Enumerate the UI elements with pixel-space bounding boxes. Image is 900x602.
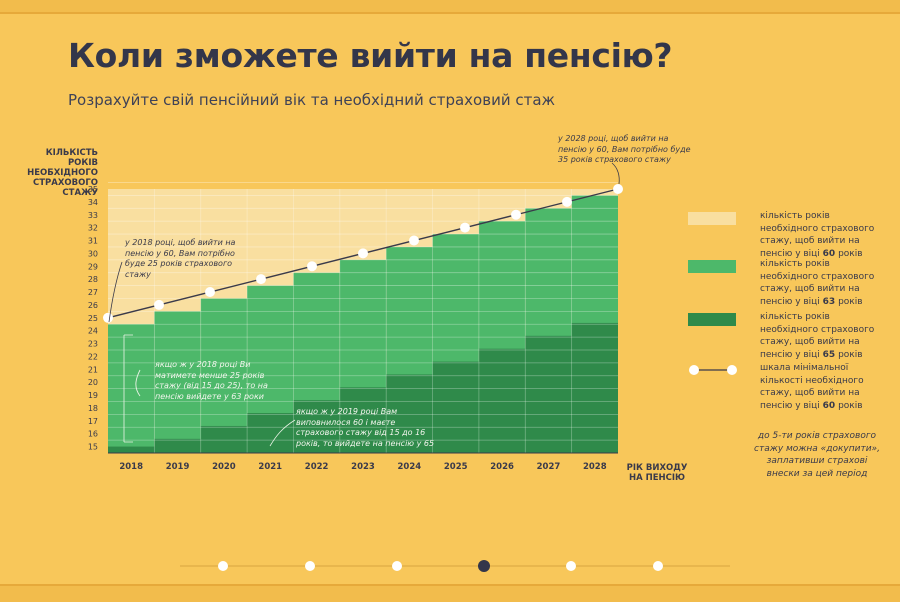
legend-text: кількість років необхідного страхового с… [760,259,875,307]
min-stake-point [256,274,266,285]
min-stake-point [205,287,215,298]
pager-dot[interactable] [218,561,228,571]
y-tick-label: 34 [88,198,98,207]
bar-65 [154,438,201,453]
min-stake-point [307,261,317,272]
min-stake-point [358,248,368,259]
y-tick-label: 18 [88,404,98,413]
pager-dot[interactable] [392,561,402,571]
bar-63 [108,324,155,453]
annotation-middle-bracket [123,334,133,443]
pager-dot[interactable] [653,561,663,571]
y-tick-label: 29 [88,262,98,271]
annotation-bottom: якщо ж у 2019 році Вам виповнилося 60 і … [296,407,435,448]
y-tick-label: 32 [88,224,98,233]
x-tick-label: 2027 [537,462,561,472]
x-tick-label: 2025 [444,462,468,472]
y-tick-label: 21 [88,365,98,374]
y-tick-label: 33 [88,211,98,220]
min-stake-point [154,299,164,310]
bar-65 [386,374,433,453]
annotation-middle-brace [135,369,141,397]
legend-note: до 5-ти років страхового стажу можна «до… [754,431,880,479]
legend-line-icon [689,365,737,375]
annotation-middle: якщо ж у 2018 році Ви матимете менше 25 … [155,360,268,401]
min-stake-point [103,312,113,323]
y-tick-label: 35 [88,185,98,194]
slide-pager [180,560,730,572]
x-tick-label: 2026 [490,462,514,472]
legend-text: кількість років необхідного страхового с… [760,312,875,360]
bar-65 [247,413,294,453]
x-tick-label: 2019 [166,462,190,472]
min-stake-point [460,222,470,233]
y-tick-label: 26 [88,301,98,310]
x-tick-label: 2021 [258,462,282,472]
y-tick-label: 19 [88,391,98,400]
pager-dot[interactable] [566,561,576,571]
bar-65 [432,361,479,453]
bar-65 [478,348,526,453]
y-tick-label: 25 [88,314,98,323]
x-axis-label: РІК ВИХОДУ НА ПЕНСІЮ [626,463,688,483]
y-tick-label: 17 [88,417,98,426]
annotation-left: у 2018 році, щоб вийти на пенсію у 60, В… [125,238,236,279]
pager-dot[interactable] [305,561,315,571]
legend-text: шкала мінімальної кількості необхідного … [760,363,864,411]
x-tick-label: 2020 [212,462,236,472]
y-tick-label: 27 [88,288,98,297]
y-tick-label: 20 [88,378,98,387]
bar-65 [525,335,572,453]
min-stake-point [511,209,521,220]
y-tick-label: 16 [88,430,98,439]
bar-65 [200,425,248,453]
annotation-top: у 2028 році, щоб вийти на пенсію у 60, В… [558,134,691,164]
y-tick-label: 28 [88,275,98,284]
y-tick-label: 23 [88,340,98,349]
y-axis-label: КІЛЬКІСТЬ РОКІВ НЕОБХІДНОГО СТРАХОВОГО С… [27,148,98,198]
y-tick-label: 15 [88,443,98,452]
legend-text: кількість років необхідного страхового с… [760,211,875,259]
bar-65 [108,446,155,453]
x-tick-label: 2022 [305,462,329,472]
pager-dot-active[interactable] [478,560,490,572]
legend-swatch-65 [688,313,736,326]
y-tick-label: 24 [88,327,98,336]
page-subtitle: Розрахуйте свій пенсійний вік та необхід… [68,91,556,109]
y-tick-label: 30 [88,249,98,258]
x-tick-label: 2023 [351,462,375,472]
annotation-bottom-leader [269,419,296,447]
bar-65 [293,400,340,453]
bottom-band [0,584,900,602]
min-stake-point [562,196,572,207]
bar-63 [154,311,201,453]
bar-65 [571,322,618,453]
page-title: Коли зможете вийти на пенсію? [68,36,673,75]
annotation-top-leader [611,162,620,185]
x-tick-label: 2024 [398,462,422,472]
y-tick-label: 31 [88,237,98,246]
x-tick-label: 2018 [119,462,143,472]
top-band [0,0,900,14]
annotation-left-leader [108,261,123,323]
min-stake-point [613,184,623,194]
legend-swatch-63 [688,260,736,273]
bar-65 [339,387,387,453]
min-stake-point [409,235,419,246]
x-tick-label: 2028 [583,462,607,472]
y-tick-label: 22 [88,352,98,361]
legend-swatch-60 [688,212,736,225]
